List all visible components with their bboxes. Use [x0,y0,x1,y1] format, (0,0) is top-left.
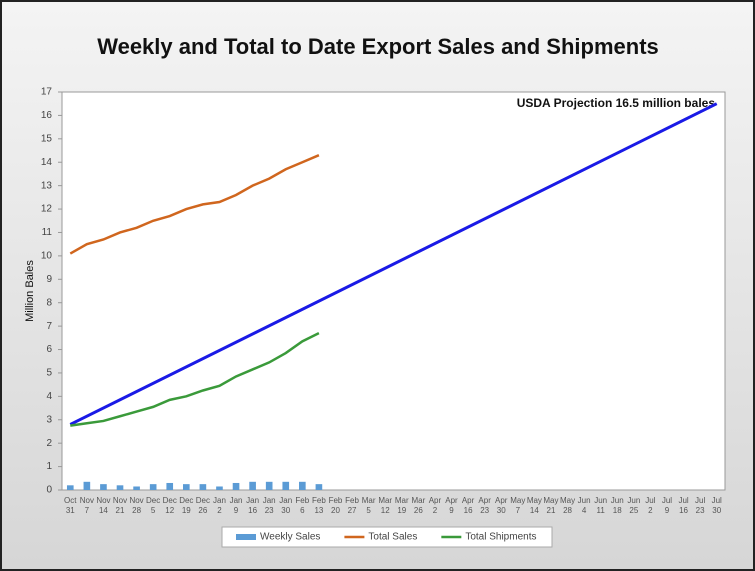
bar [83,481,91,490]
x-tick-label: Jul 23 [695,496,706,515]
x-tick-label: Jan 2 [213,496,226,515]
x-tick-label: Apr 9 [445,496,458,515]
x-tick-label: Apr 23 [478,496,491,515]
bar [149,484,157,490]
x-tick-label: Dec 12 [162,496,177,515]
x-tick-label: Jun 25 [627,496,641,515]
x-tick-label: Mar 12 [378,496,393,515]
y-tick-label: 7 [46,321,52,332]
x-tick-label: Oct 31 [64,496,77,515]
y-tick-label: 3 [46,414,52,425]
bar [100,484,107,490]
y-tick-label: 14 [41,157,53,168]
x-tick-label: Feb 13 [312,496,326,515]
y-tick-label: 1 [46,461,52,472]
x-tick-label: Jan 9 [229,496,243,515]
x-tick-label: Nov 28 [129,496,144,515]
x-tick-label: Nov 14 [96,496,111,515]
y-tick-label: 11 [42,227,53,238]
x-tick-label: Dec 19 [179,496,194,515]
bar [182,484,190,490]
bar [166,482,174,490]
bar [282,481,290,490]
x-tick-label: Feb 6 [295,496,310,515]
x-tick-label: Mar 26 [411,496,426,515]
x-tick-label: May 21 [543,496,559,515]
x-tick-label: Jun 11 [594,496,608,515]
x-tick-label: Jun 4 [577,496,591,515]
legend-label: Total Shipments [465,532,536,543]
x-tick-label: Dec 5 [146,496,161,515]
y-tick-label: 10 [41,251,53,262]
x-tick-label: Jan 23 [262,496,276,515]
bar [265,481,273,490]
bar [216,486,223,490]
bar [232,482,240,490]
x-tick-label: Jul 2 [645,496,656,515]
x-tick-label: Feb 20 [328,496,343,515]
x-tick-label: May 28 [559,496,576,515]
legend-box [221,526,553,548]
y-tick-label: 0 [46,485,52,496]
y-tick-label: 4 [46,391,52,402]
plot-area [61,91,726,491]
y-tick-label: 16 [41,110,53,121]
x-tick-label: Mar 19 [394,496,409,515]
bar [66,485,74,490]
bar [133,486,140,490]
y-tick-label: 9 [46,274,52,285]
x-tick-label: Dec 26 [195,496,210,515]
y-tick-label: 6 [46,344,52,355]
x-tick-label: Jan 30 [279,496,293,515]
x-tick-label: May 14 [526,496,542,515]
y-tick-label: 17 [41,87,53,98]
annotation: USDA Projection 16.5 million bales [517,96,716,110]
y-tick-label: 15 [41,133,53,144]
x-tick-label: Mar 5 [361,496,376,515]
bar [299,481,306,490]
x-tick-label: Jul 9 [661,496,673,515]
legend-swatch [236,534,256,540]
x-tick-label: Apr 16 [461,496,475,515]
y-tick-label: 13 [41,180,53,191]
legend-label: Total Sales [368,532,417,543]
bar [116,485,124,490]
x-tick-label: May 7 [510,496,526,515]
y-tick-label: 5 [46,368,52,379]
x-tick-label: Jan 16 [246,496,260,515]
x-tick-label: Nov 7 [79,496,94,515]
bar [315,484,323,490]
chart-title: Weekly and Total to Date Export Sales an… [97,34,659,59]
x-tick-label: Jul 16 [678,496,689,515]
y-tick-label: 2 [46,438,52,449]
line [70,332,320,427]
x-tick-label: Nov 21 [112,496,128,515]
line [69,102,718,426]
legend-label: Weekly Sales [260,532,320,543]
y-tick-label: 12 [41,204,53,215]
bar [199,484,207,490]
x-tick-label: Apr 30 [495,496,508,515]
bar [249,481,256,490]
x-tick-label: Apr 2 [428,496,442,515]
y-axis-label: Million Bales [24,260,36,322]
line [69,154,320,255]
y-tick-label: 8 [46,297,52,308]
x-tick-label: Feb 27 [345,496,359,515]
x-tick-label: Jun 18 [610,496,624,515]
x-tick-label: Jul 30 [711,496,722,515]
